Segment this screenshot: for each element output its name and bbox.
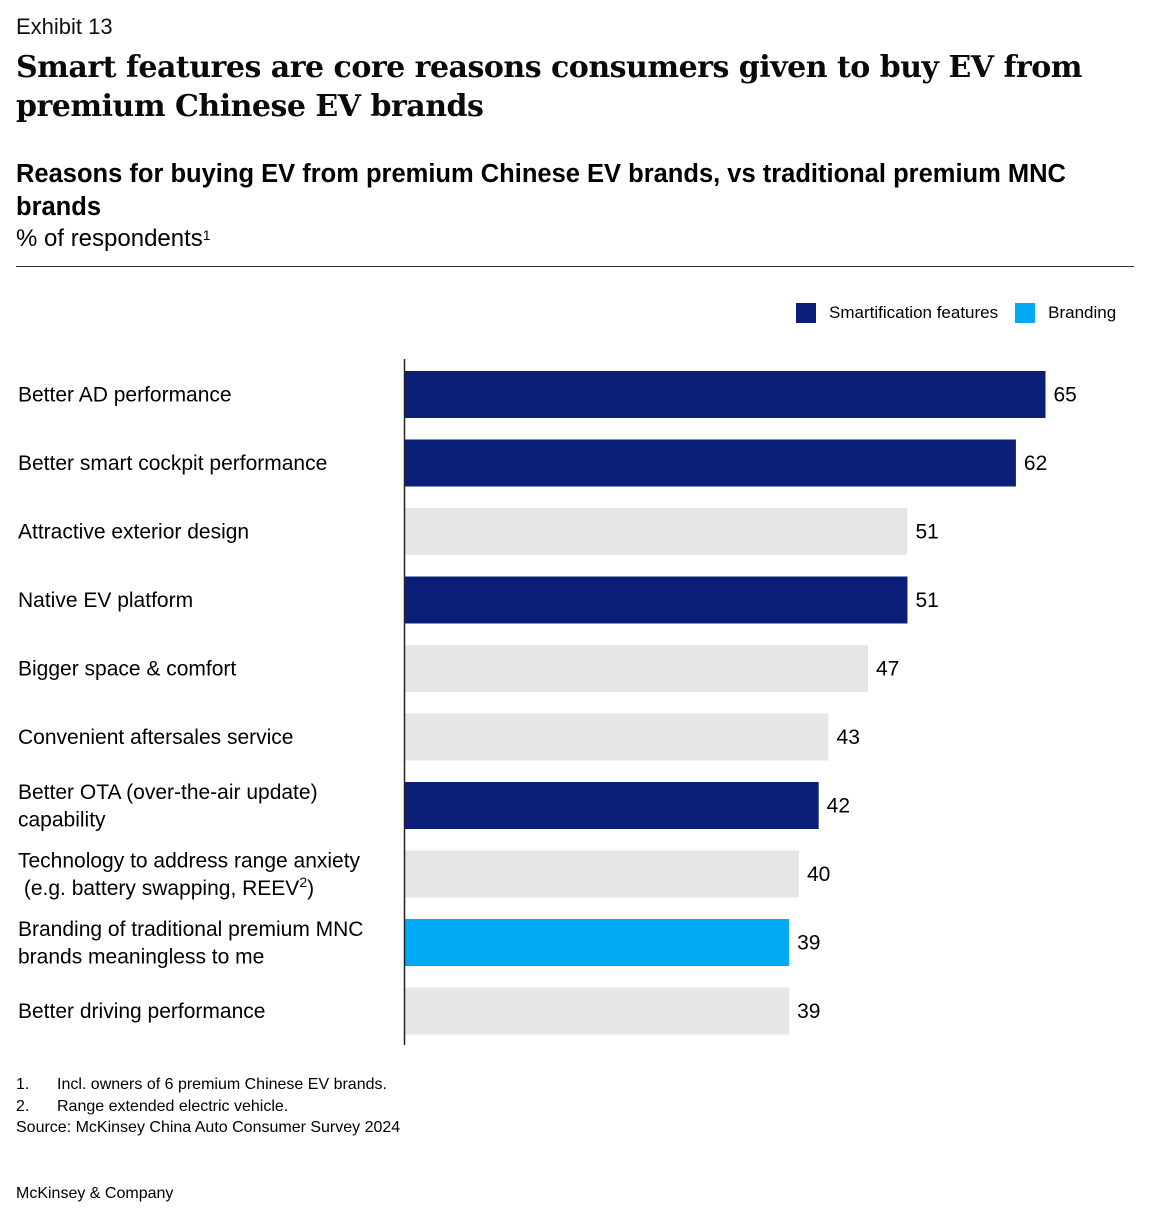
bar-better-ota-over-the-air-update-capability	[404, 782, 819, 829]
value-label-technology-to-address-range-anxiety-e-g-battery-swapping-reev: 40	[807, 863, 830, 886]
value-label-branding-of-traditional-premium-mnc-brands-meaningless-to-me: 39	[797, 932, 820, 955]
bar-branding-of-traditional-premium-mnc-brands-meaningless-to-me	[404, 919, 790, 966]
category-label-better-smart-cockpit-performance: Better smart cockpit performance	[18, 452, 327, 475]
chart-unit: % of respondents1	[16, 225, 211, 253]
legend-swatch-branding	[1015, 303, 1036, 323]
headline: Smart features are core reasons consumer…	[16, 50, 1082, 124]
bar-better-driving-performance	[404, 987, 790, 1035]
category-label-technology-to-address-range-anxiety-e-g-battery-swapping-reev: Technology to address range anxiety (e.g…	[18, 849, 361, 900]
category-label-better-ota-over-the-air-update-capability: Better OTA (over-the-air update) capabili…	[18, 781, 318, 832]
value-label-convenient-aftersales-service: 43	[837, 726, 860, 749]
footnote-1-text: Incl. owners of 6 premium Chinese EV bra…	[57, 1076, 387, 1093]
value-label-native-ev-platform: 51	[915, 589, 938, 612]
category-label-branding-of-traditional-premium-mnc-brands-meaningless-to-me: Branding of traditional premium MNC brand…	[18, 918, 363, 969]
value-label-bigger-space-comfort: 47	[876, 658, 899, 681]
legend-label-smartification: Smartification features	[829, 303, 999, 322]
legend: Smartification features Branding	[796, 303, 1116, 323]
unit-footnote-marker: 1	[202, 227, 211, 243]
value-label-better-smart-cockpit-performance: 62	[1024, 452, 1047, 475]
bar-bigger-space-comfort	[404, 645, 868, 692]
value-label-better-driving-performance: 39	[797, 1000, 820, 1023]
bar-better-ad-performance	[404, 371, 1046, 418]
category-label-better-driving-performance: Better driving performance	[18, 1000, 265, 1023]
value-label-better-ota-over-the-air-update-capability: 42	[827, 795, 850, 818]
footnote-2-text: Range extended electric vehicle.	[57, 1097, 289, 1115]
bar-chart: 65 Better AD performance 62 Better smart co…	[18, 359, 1077, 1045]
exhibit-number: Exhibit 13	[16, 14, 113, 39]
footnote-2-number: 2.	[16, 1097, 30, 1115]
footnote-1-number: 1.	[16, 1076, 30, 1093]
unit-text: % of respondents	[16, 225, 203, 252]
category-label-native-ev-platform: Native EV platform	[18, 589, 193, 612]
source-note: Source: McKinsey China Auto Consumer Sur…	[16, 1119, 401, 1136]
category-label-attractive-exterior-design: Attractive exterior design	[18, 521, 249, 544]
bar-convenient-aftersales-service	[404, 713, 829, 761]
bar-better-smart-cockpit-performance	[404, 439, 1016, 487]
footnote-1: 1. Incl. owners of 6 premium Chinese EV b…	[16, 1074, 400, 1096]
chart-title: Reasons for buying EV from premium Chine…	[16, 160, 1066, 221]
legend-item-branding: Branding	[1015, 303, 1116, 323]
legend-swatch-smartification	[796, 303, 816, 323]
legend-label-branding: Branding	[1048, 303, 1117, 322]
bar-native-ev-platform	[404, 576, 908, 624]
bar-attractive-exterior-design	[404, 508, 908, 555]
bar-technology-to-address-range-anxiety-e-g-battery-swapping-reev	[404, 850, 799, 898]
title-divider	[16, 266, 1134, 267]
value-label-better-ad-performance: 65	[1054, 384, 1077, 407]
footnote-2: 2. Range extended electric vehicle.	[16, 1096, 400, 1118]
category-label-convenient-aftersales-service: Convenient aftersales service	[18, 726, 293, 749]
category-label-better-ad-performance: Better AD performance	[18, 384, 232, 407]
legend-item-smartification: Smartification features	[796, 303, 998, 323]
value-label-attractive-exterior-design: 51	[915, 521, 938, 544]
category-label-bigger-space-comfort: Bigger space & comfort	[18, 658, 236, 681]
company-name: McKinsey & Company	[16, 1185, 174, 1202]
footnotes: 1. Incl. owners of 6 premium Chinese EV b…	[16, 1074, 400, 1139]
